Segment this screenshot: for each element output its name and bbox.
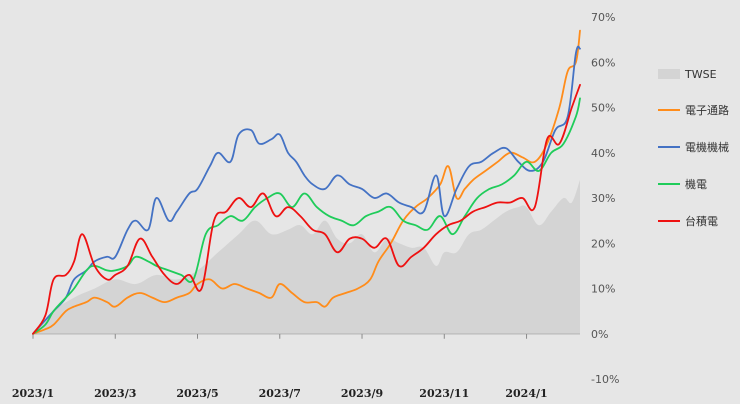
legend-swatch-area: [658, 69, 680, 79]
y-tick-label: 10%: [591, 283, 615, 296]
y-tick-label: 70%: [591, 11, 615, 24]
line-layer: [32, 29, 581, 335]
x-tick-label: 2023/9: [341, 387, 383, 400]
series-line-2: [32, 45, 581, 335]
axis-layer: 70% 60% 50% 40% 30% 20% 10% 0% -10% 2023/1 2023/3 2…: [12, 11, 620, 400]
series-area-twse: [33, 179, 580, 334]
series-line-4: [32, 84, 581, 335]
y-tick-label: 40%: [591, 147, 615, 160]
x-tick-label: 2024/1: [505, 387, 547, 400]
y-tick-label: 60%: [591, 56, 615, 69]
x-tick-label: 2023/1: [12, 387, 54, 400]
legend-label: TWSE: [684, 68, 717, 81]
legend-label: 台積電: [685, 214, 718, 228]
area-layer: [33, 179, 580, 334]
y-tick-label: 0%: [591, 328, 608, 341]
y-tick-label: 20%: [591, 237, 615, 250]
y-tick-label: -10%: [591, 373, 619, 386]
y-tick-label: 30%: [591, 192, 615, 205]
x-tick-label: 2023/3: [94, 387, 136, 400]
grid-layer: [32, 333, 580, 339]
x-tick-label: 2023/5: [176, 387, 218, 400]
y-tick-label: 50%: [591, 102, 615, 115]
legend-label: 電子通路: [685, 104, 729, 117]
legend-label: 電機機械: [685, 140, 729, 154]
legend-label: 機電: [685, 177, 707, 191]
series-line-1: [32, 29, 581, 335]
x-tick-label: 2023/7: [259, 387, 301, 400]
series-line-3: [32, 97, 581, 335]
x-tick-label: 2023/11: [419, 387, 469, 400]
